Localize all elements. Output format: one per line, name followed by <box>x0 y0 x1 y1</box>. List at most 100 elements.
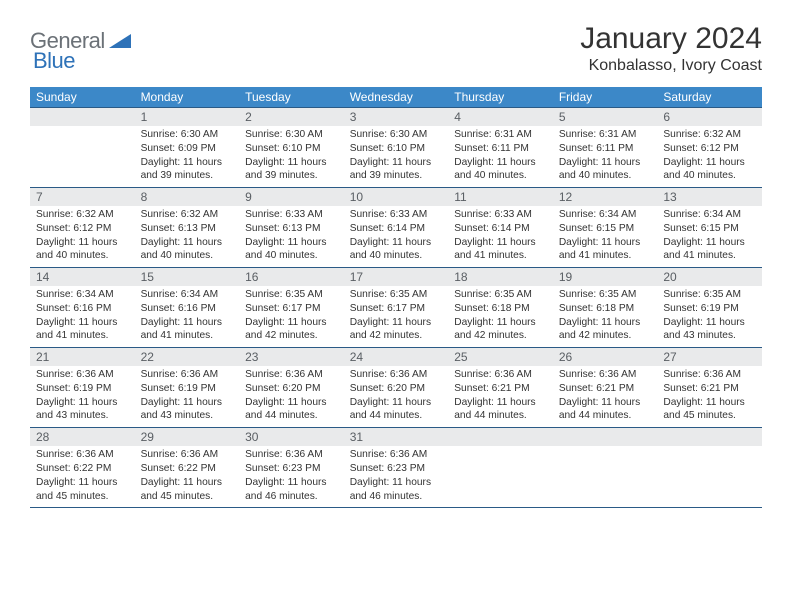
day-number: 11 <box>448 188 553 206</box>
day-details: Sunrise: 6:36 AMSunset: 6:19 PMDaylight:… <box>30 366 135 427</box>
day-number: 15 <box>135 268 240 286</box>
sunset-line: Sunset: 6:21 PM <box>454 382 547 396</box>
calendar-table: SundayMondayTuesdayWednesdayThursdayFrid… <box>30 87 762 508</box>
month-title: January 2024 <box>580 22 762 55</box>
day-details: Sunrise: 6:30 AMSunset: 6:10 PMDaylight:… <box>344 126 449 187</box>
calendar-day-cell: 16Sunrise: 6:35 AMSunset: 6:17 PMDayligh… <box>239 268 344 348</box>
daylight-line: Daylight: 11 hours and 43 minutes. <box>36 396 129 424</box>
sunrise-line: Sunrise: 6:32 AM <box>36 208 129 222</box>
calendar-empty-cell <box>448 428 553 508</box>
calendar-body: 1Sunrise: 6:30 AMSunset: 6:09 PMDaylight… <box>30 108 762 508</box>
day-number: 10 <box>344 188 449 206</box>
day-number: 29 <box>135 428 240 446</box>
sunset-line: Sunset: 6:22 PM <box>36 462 129 476</box>
day-number: 28 <box>30 428 135 446</box>
sunset-line: Sunset: 6:10 PM <box>350 142 443 156</box>
day-details: Sunrise: 6:34 AMSunset: 6:15 PMDaylight:… <box>553 206 658 267</box>
day-details: Sunrise: 6:32 AMSunset: 6:12 PMDaylight:… <box>657 126 762 187</box>
sunrise-line: Sunrise: 6:35 AM <box>559 288 652 302</box>
sunrise-line: Sunrise: 6:31 AM <box>559 128 652 142</box>
sunrise-line: Sunrise: 6:36 AM <box>663 368 756 382</box>
sunrise-line: Sunrise: 6:36 AM <box>141 368 234 382</box>
weekday-header-cell: Wednesday <box>344 87 449 108</box>
calendar-page: General January 2024 Konbalasso, Ivory C… <box>0 0 792 612</box>
day-number: 17 <box>344 268 449 286</box>
day-details: Sunrise: 6:35 AMSunset: 6:18 PMDaylight:… <box>553 286 658 347</box>
daylight-line: Daylight: 11 hours and 39 minutes. <box>245 156 338 184</box>
calendar-week-row: 7Sunrise: 6:32 AMSunset: 6:12 PMDaylight… <box>30 188 762 268</box>
calendar-empty-cell <box>30 108 135 188</box>
day-details: Sunrise: 6:36 AMSunset: 6:19 PMDaylight:… <box>135 366 240 427</box>
day-number <box>448 428 553 446</box>
title-block: January 2024 Konbalasso, Ivory Coast <box>580 22 762 75</box>
daylight-line: Daylight: 11 hours and 42 minutes. <box>245 316 338 344</box>
day-number <box>30 108 135 126</box>
daylight-line: Daylight: 11 hours and 40 minutes. <box>663 156 756 184</box>
day-number: 16 <box>239 268 344 286</box>
daylight-line: Daylight: 11 hours and 42 minutes. <box>559 316 652 344</box>
day-details: Sunrise: 6:30 AMSunset: 6:09 PMDaylight:… <box>135 126 240 187</box>
sunrise-line: Sunrise: 6:35 AM <box>663 288 756 302</box>
day-details: Sunrise: 6:30 AMSunset: 6:10 PMDaylight:… <box>239 126 344 187</box>
calendar-day-cell: 2Sunrise: 6:30 AMSunset: 6:10 PMDaylight… <box>239 108 344 188</box>
day-number: 3 <box>344 108 449 126</box>
sunset-line: Sunset: 6:19 PM <box>141 382 234 396</box>
sunrise-line: Sunrise: 6:33 AM <box>245 208 338 222</box>
sunset-line: Sunset: 6:20 PM <box>350 382 443 396</box>
daylight-line: Daylight: 11 hours and 40 minutes. <box>36 236 129 264</box>
sunset-line: Sunset: 6:19 PM <box>36 382 129 396</box>
day-details: Sunrise: 6:34 AMSunset: 6:16 PMDaylight:… <box>135 286 240 347</box>
calendar-day-cell: 18Sunrise: 6:35 AMSunset: 6:18 PMDayligh… <box>448 268 553 348</box>
weekday-header-cell: Sunday <box>30 87 135 108</box>
sunrise-line: Sunrise: 6:34 AM <box>559 208 652 222</box>
weekday-header-cell: Monday <box>135 87 240 108</box>
daylight-line: Daylight: 11 hours and 41 minutes. <box>454 236 547 264</box>
daylight-line: Daylight: 11 hours and 39 minutes. <box>141 156 234 184</box>
sunset-line: Sunset: 6:21 PM <box>663 382 756 396</box>
calendar-day-cell: 29Sunrise: 6:36 AMSunset: 6:22 PMDayligh… <box>135 428 240 508</box>
daylight-line: Daylight: 11 hours and 42 minutes. <box>454 316 547 344</box>
day-number: 14 <box>30 268 135 286</box>
sunrise-line: Sunrise: 6:36 AM <box>559 368 652 382</box>
sunrise-line: Sunrise: 6:36 AM <box>245 368 338 382</box>
daylight-line: Daylight: 11 hours and 46 minutes. <box>245 476 338 504</box>
day-details: Sunrise: 6:35 AMSunset: 6:18 PMDaylight:… <box>448 286 553 347</box>
day-details: Sunrise: 6:34 AMSunset: 6:15 PMDaylight:… <box>657 206 762 267</box>
location-subtitle: Konbalasso, Ivory Coast <box>580 57 762 75</box>
day-details: Sunrise: 6:36 AMSunset: 6:21 PMDaylight:… <box>553 366 658 427</box>
calendar-day-cell: 15Sunrise: 6:34 AMSunset: 6:16 PMDayligh… <box>135 268 240 348</box>
day-number: 25 <box>448 348 553 366</box>
sunset-line: Sunset: 6:18 PM <box>559 302 652 316</box>
day-details: Sunrise: 6:32 AMSunset: 6:13 PMDaylight:… <box>135 206 240 267</box>
sunrise-line: Sunrise: 6:34 AM <box>141 288 234 302</box>
daylight-line: Daylight: 11 hours and 40 minutes. <box>245 236 338 264</box>
sunset-line: Sunset: 6:22 PM <box>141 462 234 476</box>
weekday-header-cell: Saturday <box>657 87 762 108</box>
sunset-line: Sunset: 6:18 PM <box>454 302 547 316</box>
daylight-line: Daylight: 11 hours and 40 minutes. <box>559 156 652 184</box>
daylight-line: Daylight: 11 hours and 44 minutes. <box>559 396 652 424</box>
day-details: Sunrise: 6:36 AMSunset: 6:23 PMDaylight:… <box>239 446 344 507</box>
calendar-day-cell: 8Sunrise: 6:32 AMSunset: 6:13 PMDaylight… <box>135 188 240 268</box>
sunset-line: Sunset: 6:21 PM <box>559 382 652 396</box>
calendar-day-cell: 14Sunrise: 6:34 AMSunset: 6:16 PMDayligh… <box>30 268 135 348</box>
calendar-day-cell: 20Sunrise: 6:35 AMSunset: 6:19 PMDayligh… <box>657 268 762 348</box>
calendar-day-cell: 10Sunrise: 6:33 AMSunset: 6:14 PMDayligh… <box>344 188 449 268</box>
day-details: Sunrise: 6:35 AMSunset: 6:17 PMDaylight:… <box>239 286 344 347</box>
daylight-line: Daylight: 11 hours and 40 minutes. <box>141 236 234 264</box>
calendar-day-cell: 9Sunrise: 6:33 AMSunset: 6:13 PMDaylight… <box>239 188 344 268</box>
sunrise-line: Sunrise: 6:35 AM <box>245 288 338 302</box>
calendar-day-cell: 17Sunrise: 6:35 AMSunset: 6:17 PMDayligh… <box>344 268 449 348</box>
day-details: Sunrise: 6:35 AMSunset: 6:17 PMDaylight:… <box>344 286 449 347</box>
calendar-day-cell: 13Sunrise: 6:34 AMSunset: 6:15 PMDayligh… <box>657 188 762 268</box>
daylight-line: Daylight: 11 hours and 41 minutes. <box>141 316 234 344</box>
sunrise-line: Sunrise: 6:35 AM <box>350 288 443 302</box>
calendar-day-cell: 5Sunrise: 6:31 AMSunset: 6:11 PMDaylight… <box>553 108 658 188</box>
day-number: 31 <box>344 428 449 446</box>
daylight-line: Daylight: 11 hours and 45 minutes. <box>141 476 234 504</box>
sunrise-line: Sunrise: 6:30 AM <box>245 128 338 142</box>
day-details: Sunrise: 6:31 AMSunset: 6:11 PMDaylight:… <box>553 126 658 187</box>
calendar-weekday-header: SundayMondayTuesdayWednesdayThursdayFrid… <box>30 87 762 108</box>
day-number <box>657 428 762 446</box>
page-header: General January 2024 Konbalasso, Ivory C… <box>30 22 762 75</box>
